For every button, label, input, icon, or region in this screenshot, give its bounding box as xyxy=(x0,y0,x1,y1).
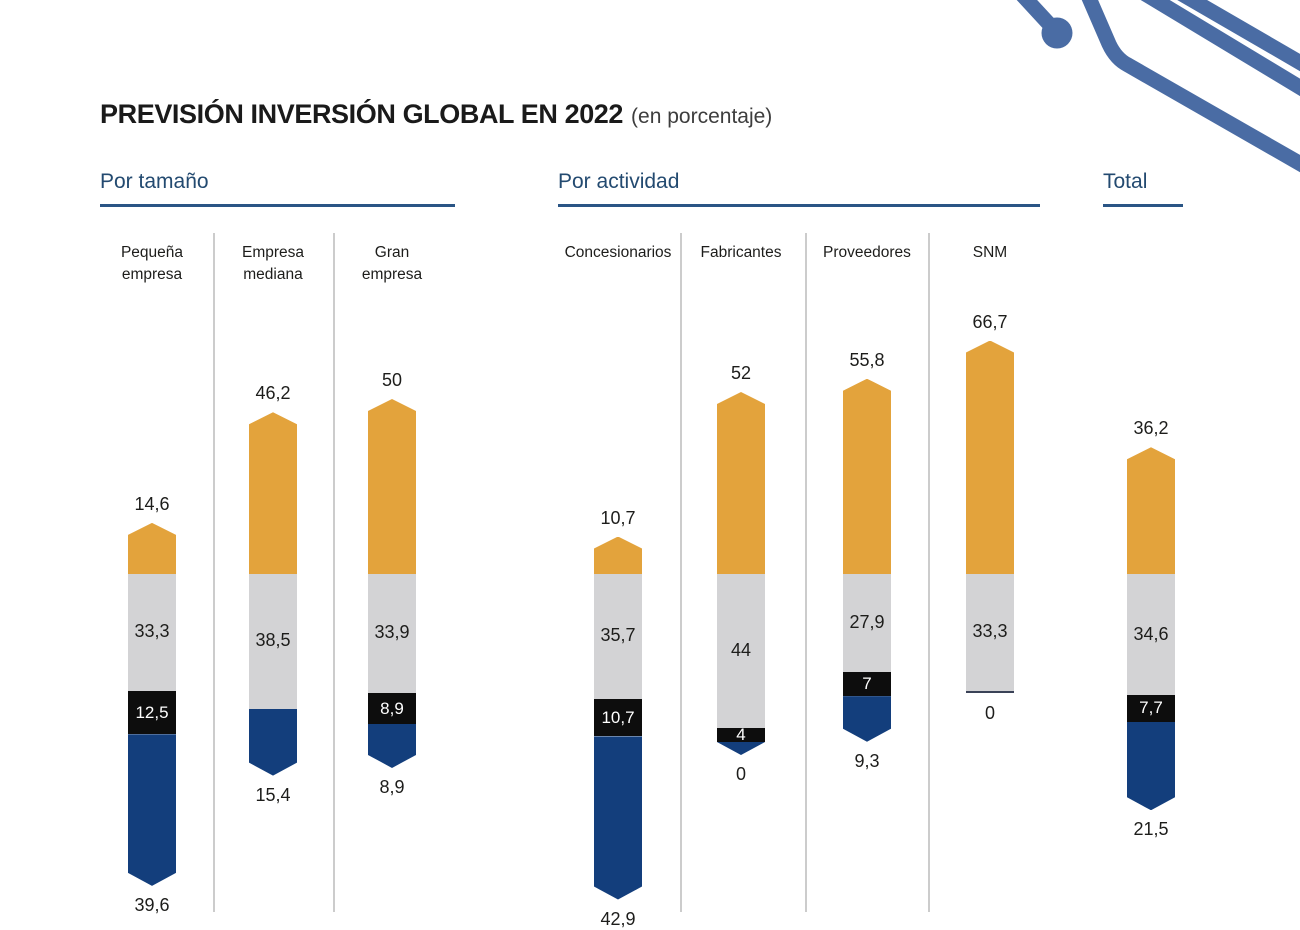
bar-segment-decrease-slight xyxy=(843,671,891,697)
value-label-equal: 33,3 xyxy=(972,621,1008,642)
bar-segment-decrease xyxy=(128,734,176,886)
group-header: Por tamaño xyxy=(100,170,455,207)
bar-segment-decrease-slight xyxy=(594,698,642,737)
value-label-equal: 34,6 xyxy=(1133,623,1169,644)
bar-segment-decrease xyxy=(843,696,891,742)
bar-segment-increase xyxy=(249,412,297,574)
value-label-decrease-slight: 7 xyxy=(862,673,872,693)
bar-segment-decrease-slight xyxy=(1127,695,1175,723)
bar-segment-increase xyxy=(717,392,765,574)
value-label-decrease: 0 xyxy=(984,702,995,723)
circuit-trace-upper-line xyxy=(1140,0,1300,97)
bar-segment-increase xyxy=(966,340,1014,574)
column-divider xyxy=(213,233,215,912)
value-label-decrease: 8,9 xyxy=(379,776,405,797)
bar-segment-decrease xyxy=(249,708,297,776)
bar-segment-decrease xyxy=(1127,722,1175,811)
value-label-increase: 36,2 xyxy=(1133,418,1169,439)
circuit-trace-corner-line xyxy=(1177,0,1300,72)
value-label-decrease: 0 xyxy=(735,764,746,784)
bar-segment-decrease-slight xyxy=(128,690,176,735)
value-label-decrease: 39,6 xyxy=(134,894,170,915)
column-divider xyxy=(333,233,335,912)
bar-segment-increase xyxy=(368,399,416,574)
value-label-decrease: 21,5 xyxy=(1133,819,1169,840)
circuit-trace-pad-line xyxy=(1016,0,1056,31)
value-label-equal: 33,9 xyxy=(374,622,410,643)
bar-segment-equal xyxy=(843,574,891,672)
bar-segment-equal xyxy=(1127,574,1175,696)
bar-segment-equal xyxy=(966,574,1014,691)
bar-segment-increase xyxy=(594,536,642,574)
value-label-equal: 35,7 xyxy=(600,625,636,646)
value-label-decrease-slight: 8,9 xyxy=(380,698,404,718)
category-label: Fabricantes xyxy=(700,244,782,261)
value-label-increase: 14,6 xyxy=(134,493,170,514)
value-label-decrease-slight: 4 xyxy=(736,725,746,744)
bar-segment-increase xyxy=(128,522,176,574)
bar-segment-decrease xyxy=(594,736,642,900)
category-label: Gran empresa xyxy=(361,244,423,283)
value-label-increase: 52 xyxy=(730,363,752,383)
category-label: SNM xyxy=(972,244,1008,261)
group-header: Por actividad xyxy=(558,170,1040,207)
value-label-increase: 66,7 xyxy=(972,311,1008,332)
value-label-equal: 33,3 xyxy=(134,621,170,642)
category-label: Proveedores xyxy=(823,244,911,261)
circuit-trace-bend-line xyxy=(1081,0,1300,173)
chart-subtitle: (en porcentaje) xyxy=(631,105,773,128)
circuit-traces-icon xyxy=(1016,0,1300,173)
bar-segment-equal xyxy=(594,574,642,699)
bar-zero-line xyxy=(966,690,1014,693)
circuit-pad-dot xyxy=(1041,17,1073,49)
category-label: Pequeña empresa xyxy=(120,244,184,283)
value-label-increase: 55,8 xyxy=(849,349,885,370)
bar-segment-equal xyxy=(717,574,765,728)
value-label-decrease: 9,3 xyxy=(854,750,880,771)
value-label-decrease: 42,9 xyxy=(600,908,636,929)
column-divider xyxy=(805,233,807,912)
value-label-equal: 38,5 xyxy=(255,630,291,651)
value-label-equal: 44 xyxy=(730,640,752,660)
value-label-decrease-slight: 12,5 xyxy=(135,702,169,722)
category-label: Empresa mediana xyxy=(241,244,305,283)
value-label-decrease-slight: 7,7 xyxy=(1139,698,1163,718)
bar-segment-equal xyxy=(128,574,176,691)
bar-segment-decrease-slight xyxy=(717,728,765,742)
value-label-equal: 27,9 xyxy=(849,611,885,632)
bar-segment-equal xyxy=(249,574,297,709)
column-divider xyxy=(680,233,682,912)
chart-title: PREVISIÓN INVERSIÓN GLOBAL EN 2022 xyxy=(100,99,624,129)
bar-segment-equal xyxy=(368,574,416,693)
value-label-decrease: 15,4 xyxy=(255,784,291,805)
value-label-increase: 46,2 xyxy=(255,383,291,404)
bar-segment-decrease xyxy=(717,742,765,755)
bar-segment-decrease xyxy=(368,723,416,768)
chart-title-row: PREVISIÓN INVERSIÓN GLOBAL EN 2022 (en p… xyxy=(100,99,772,130)
column-divider xyxy=(928,233,930,912)
bar-segment-decrease-slight xyxy=(368,692,416,724)
value-label-decrease-slight: 10,7 xyxy=(601,707,635,727)
value-label-increase: 50 xyxy=(381,370,403,390)
group-header: Total xyxy=(1103,170,1183,207)
bar-segment-increase xyxy=(1127,447,1175,574)
value-label-increase: 10,7 xyxy=(600,507,636,528)
bar-segment-increase xyxy=(843,378,891,574)
category-label: Concesionarios xyxy=(564,244,672,261)
